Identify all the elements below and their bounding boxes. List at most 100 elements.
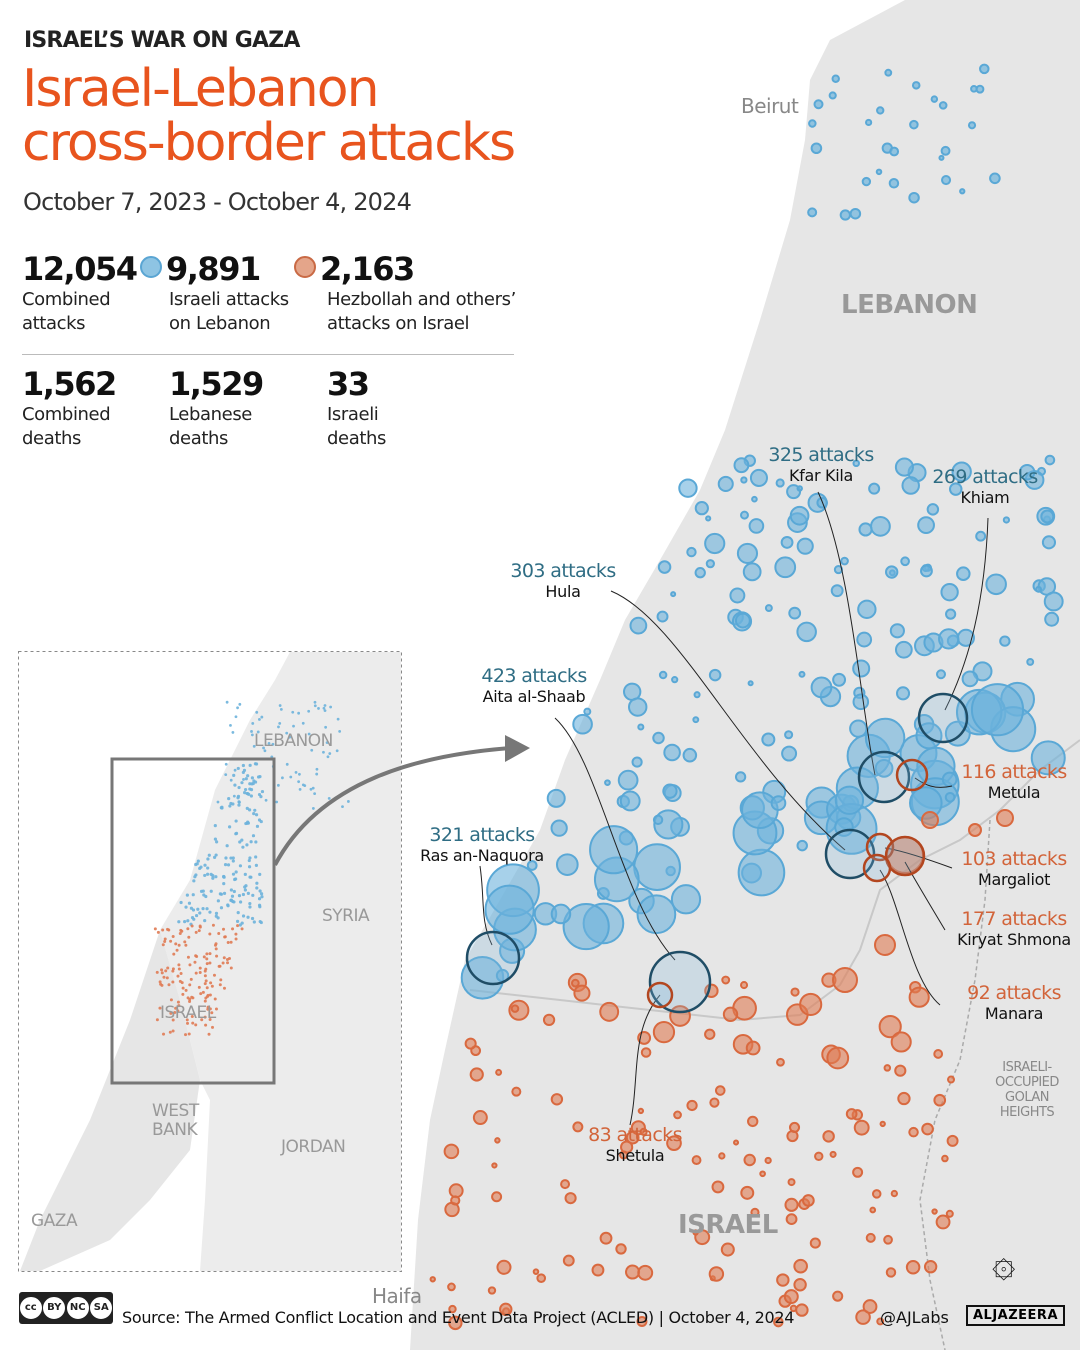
inset-hezbollah-dot	[186, 1021, 190, 1025]
hezbollah-attack-dot	[599, 1001, 620, 1022]
date-range: October 7, 2023 - October 4, 2024	[23, 188, 412, 216]
hezbollah-attack-dot	[785, 1213, 798, 1226]
israeli-attack-dot	[959, 188, 966, 195]
inset-israeli-dot	[250, 730, 253, 733]
inset-israeli-dot	[212, 855, 217, 859]
hezbollah-attack-dot	[908, 986, 930, 1008]
israeli-attack-dot	[671, 676, 679, 684]
inset-israeli-dot	[234, 870, 238, 874]
inset-hezbollah-dot	[176, 974, 180, 978]
place-name: Ras an-Naquora	[420, 846, 544, 865]
israeli-attack-dot	[652, 731, 665, 745]
attack-count: 177 attacks	[961, 908, 1067, 930]
inset-israeli-dot	[252, 920, 256, 924]
hezbollah-attack-dot	[429, 1276, 436, 1283]
israeli-attack-dot	[896, 686, 911, 701]
label-israel: ISRAEL	[678, 1210, 778, 1240]
inset-hezbollah-dot	[165, 976, 169, 980]
inset-hezbollah-dot	[177, 963, 181, 967]
inset-hezbollah-dot	[162, 1032, 166, 1036]
israeli-attack-dot	[951, 461, 972, 482]
inset-israeli-dot	[230, 894, 235, 898]
inset-israeli-dot	[244, 777, 248, 781]
israeli-attack-dot	[662, 783, 678, 799]
inset-israeli-dot	[313, 700, 317, 704]
hezbollah-attack-dot	[890, 1031, 912, 1053]
israeli-attack-dot	[780, 535, 794, 549]
hezbollah-attack-dot	[799, 992, 823, 1017]
inset-israeli-dot	[248, 763, 252, 767]
inset-hezbollah-dot	[194, 1023, 198, 1027]
inset-israeli-dot	[313, 792, 317, 796]
inset-israeli-dot	[315, 767, 319, 771]
inset-israeli-dot	[214, 914, 218, 918]
inset-israeli-dot	[203, 863, 207, 867]
inset-israeli-dot	[297, 780, 301, 784]
inset-hezbollah-dot	[173, 1010, 177, 1014]
place-name: Shetula	[605, 1146, 665, 1165]
attack-count: 83 attacks	[588, 1124, 682, 1146]
inset-hezbollah-dot	[226, 961, 230, 965]
inset-hezbollah-dot	[210, 1011, 214, 1015]
inset-israeli-dot	[262, 746, 265, 750]
inset-hezbollah-dot	[180, 929, 184, 933]
israeli-attack-dot	[856, 631, 873, 648]
hezbollah-attack-dot	[968, 823, 982, 837]
inset-israeli-dot	[199, 889, 204, 893]
israeli-attack-dot	[1030, 740, 1066, 776]
inset-hezbollah-dot	[204, 967, 208, 971]
inset-israeli-dot	[326, 755, 330, 759]
inset-israeli-dot	[203, 873, 207, 878]
inset-hezbollah-dot	[160, 971, 164, 975]
inset-hezbollah-dot	[203, 974, 207, 978]
inset-hezbollah-dot	[190, 924, 194, 928]
israeli-attack-dot	[926, 503, 940, 516]
israeli-attack-dot	[830, 584, 844, 598]
hezbollah-attack-dot	[923, 1260, 938, 1274]
stat-hezbollah-attacks: 2,163 Hezbollah and others’ attacks on I…	[294, 250, 516, 336]
inset-israeli-dot	[213, 837, 218, 841]
israeli-attack-dot	[852, 659, 871, 678]
inset-hezbollah-dot	[155, 1018, 159, 1022]
place-name: Khiam	[960, 488, 1010, 507]
israeli-attack-dot	[938, 154, 945, 161]
inset-hezbollah-dot	[171, 935, 175, 939]
inset-israeli-dot	[263, 749, 267, 753]
inset-israeli-dot	[192, 879, 196, 883]
inset-israeli-dot	[235, 919, 240, 923]
hezbollah-attack-dot	[491, 1162, 498, 1169]
inset-hezbollah-dot	[222, 986, 226, 990]
inset-hezbollah-dot	[171, 967, 175, 971]
inset-label-syria: SYRIA	[322, 906, 370, 926]
israeli-attack-dot	[526, 860, 538, 871]
inset-hezbollah-dot	[172, 952, 176, 956]
inset-hezbollah-dot	[206, 1007, 210, 1011]
inset-israeli-dot	[177, 920, 181, 924]
attack-count: 303 attacks	[510, 560, 616, 582]
hezbollah-attack-dot	[625, 1264, 641, 1280]
inset-hezbollah-dot	[178, 932, 182, 936]
inset-israeli-dot	[292, 724, 295, 728]
hezbollah-attack-dot	[897, 1091, 911, 1106]
israeli-attack-dot	[657, 560, 672, 574]
inset-israeli-dot	[240, 921, 244, 925]
inset-hezbollah-dot	[215, 954, 219, 958]
israeli-attack-dot	[949, 482, 963, 496]
inset-israeli-dot	[310, 748, 314, 752]
highlighted-location-circle	[862, 853, 892, 883]
inset-israeli-dot	[245, 843, 249, 847]
israeli-attack-dot	[967, 121, 977, 130]
inset-hezbollah-dot	[181, 992, 185, 996]
israeli-attack-dot	[857, 599, 877, 620]
inset-israeli-dot	[196, 859, 200, 863]
hezbollah-attack-dot	[448, 1304, 457, 1314]
inset-israeli-dot	[264, 798, 268, 802]
hezbollah-attack-dot	[491, 1191, 503, 1203]
hezbollah-attack-dot	[814, 1151, 824, 1161]
inset-hezbollah-dot	[175, 948, 179, 952]
inset-israeli-dot	[253, 808, 257, 812]
inset-israeli-dot	[329, 705, 333, 709]
inset-israeli-dot	[248, 905, 252, 909]
inset-hezbollah-dot	[174, 942, 178, 946]
inset-israeli-dot	[241, 763, 245, 768]
